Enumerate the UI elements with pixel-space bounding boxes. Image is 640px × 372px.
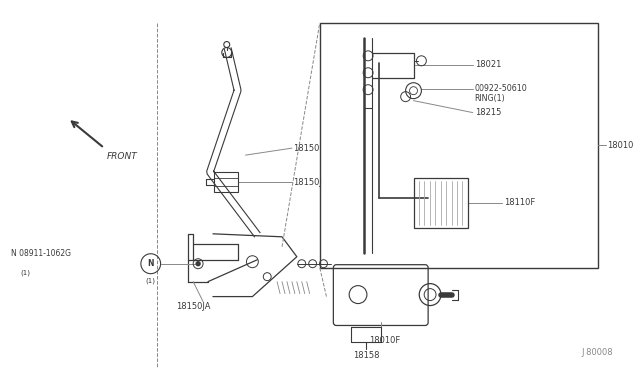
Text: 18010F: 18010F — [369, 336, 400, 346]
Text: 18110F: 18110F — [504, 198, 536, 207]
Text: 18158: 18158 — [353, 352, 379, 360]
Text: J 80008: J 80008 — [581, 348, 612, 357]
Bar — [320, 23, 598, 267]
Text: N 08911-1062G: N 08911-1062G — [11, 249, 70, 258]
Text: 18150J: 18150J — [293, 177, 322, 186]
Circle shape — [196, 262, 200, 266]
Bar — [413, 178, 468, 228]
Text: 00922-50610: 00922-50610 — [475, 84, 527, 93]
Text: 18150: 18150 — [293, 144, 319, 153]
Text: N: N — [147, 259, 154, 268]
Text: (1): (1) — [146, 278, 156, 284]
Text: (1): (1) — [20, 270, 31, 276]
Text: FRONT: FRONT — [106, 152, 137, 161]
Text: RING(1): RING(1) — [475, 94, 506, 103]
Text: 18215: 18215 — [475, 108, 501, 117]
Text: 18150JA: 18150JA — [177, 302, 211, 311]
Text: 18021: 18021 — [475, 60, 501, 69]
Text: 18010: 18010 — [607, 141, 634, 150]
Bar — [214, 172, 237, 192]
